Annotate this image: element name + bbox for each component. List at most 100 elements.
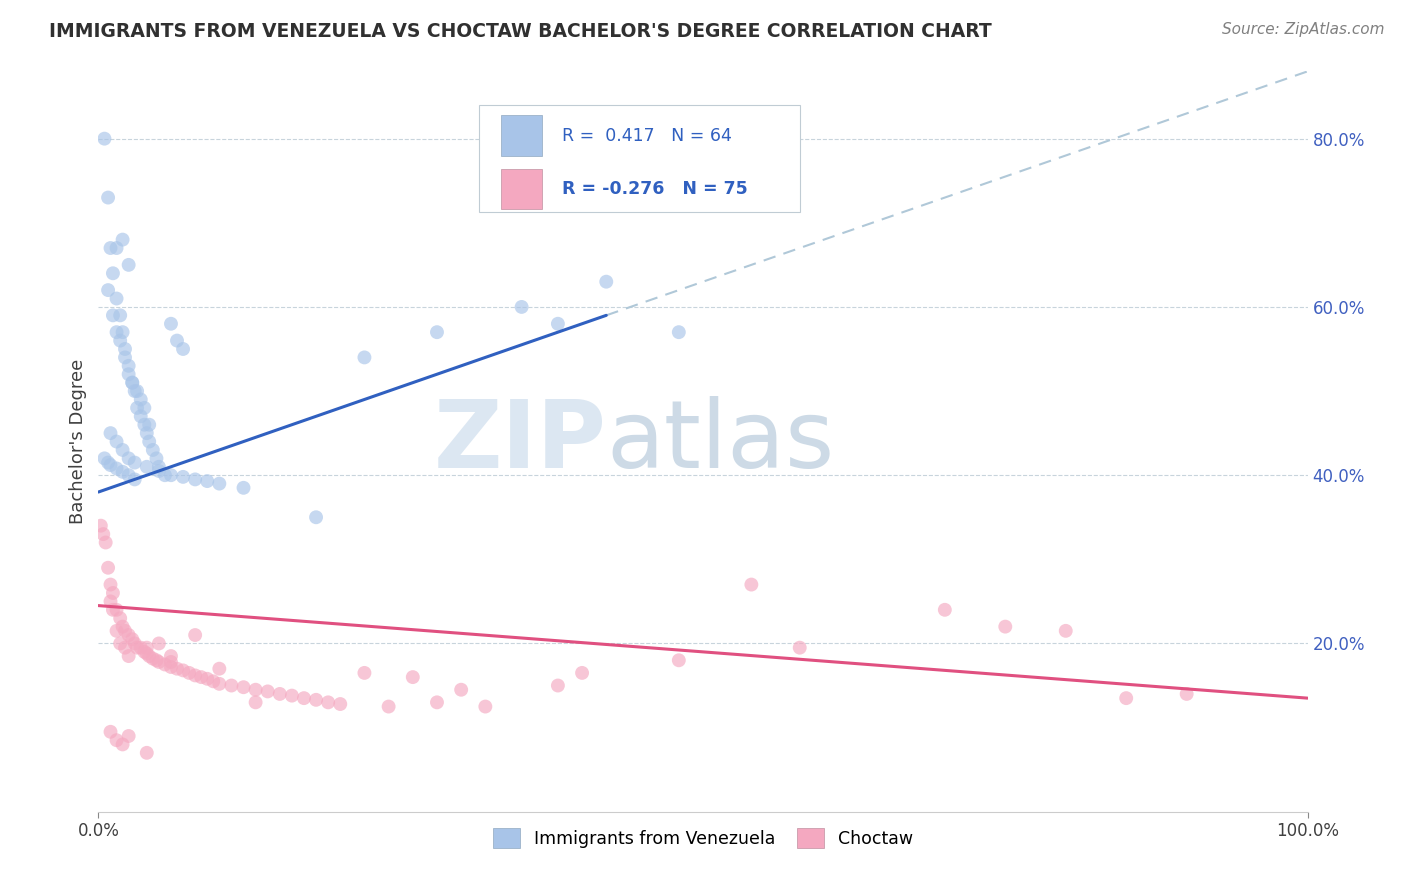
Point [100, 724, 122, 739]
Point [202, 674, 225, 689]
Point [195, 474, 218, 488]
Point [208, 476, 231, 491]
Point [547, 679, 569, 693]
Point [160, 660, 183, 674]
Point [184, 472, 207, 486]
Point [135, 746, 157, 760]
Y-axis label: Bachelor's Degree: Bachelor's Degree [69, 359, 87, 524]
Point [121, 376, 143, 390]
Point [127, 384, 149, 398]
Point [97, 456, 120, 470]
Point [329, 697, 352, 711]
Point [105, 241, 128, 255]
Point [138, 649, 160, 664]
Point [124, 384, 146, 398]
Point [208, 677, 231, 691]
Point [148, 464, 170, 478]
Point [245, 682, 267, 697]
Point [256, 684, 278, 698]
Point [377, 699, 399, 714]
Point [305, 510, 328, 524]
Point [118, 628, 141, 642]
Point [184, 668, 207, 682]
Point [105, 461, 128, 475]
Point [105, 603, 128, 617]
Point [111, 619, 134, 633]
Point [118, 258, 141, 272]
Text: R =  0.417   N = 64: R = 0.417 N = 64 [561, 127, 731, 145]
Point [100, 426, 122, 441]
Point [101, 309, 124, 323]
Point [172, 342, 194, 356]
Point [184, 628, 207, 642]
Point [547, 317, 569, 331]
Point [108, 334, 131, 348]
Point [292, 691, 315, 706]
Point [172, 470, 194, 484]
Point [105, 325, 128, 339]
Point [160, 655, 183, 669]
Point [124, 636, 146, 650]
Point [145, 451, 167, 466]
Point [135, 459, 157, 474]
Point [118, 368, 141, 382]
Point [114, 624, 136, 638]
Point [148, 459, 170, 474]
Point [121, 376, 143, 390]
Point [93, 131, 115, 145]
Point [160, 317, 183, 331]
Point [172, 664, 194, 678]
Point [111, 325, 134, 339]
Point [148, 636, 170, 650]
Point [138, 434, 160, 449]
Point [148, 655, 170, 669]
Text: atlas: atlas [606, 395, 835, 488]
Point [118, 359, 141, 373]
Point [97, 190, 120, 204]
Point [135, 426, 157, 441]
Point [114, 351, 136, 365]
Point [426, 325, 449, 339]
Point [105, 624, 128, 638]
Point [100, 577, 122, 591]
Point [232, 481, 254, 495]
Point [232, 680, 254, 694]
Point [100, 458, 122, 472]
Point [353, 665, 375, 680]
Point [93, 451, 115, 466]
Point [134, 417, 156, 432]
Point [105, 434, 128, 449]
Point [127, 401, 149, 415]
Point [269, 687, 291, 701]
Point [134, 645, 156, 659]
Point [190, 670, 212, 684]
Point [138, 417, 160, 432]
Point [134, 401, 156, 415]
Point [127, 640, 149, 655]
Point [124, 456, 146, 470]
Text: R = -0.276   N = 75: R = -0.276 N = 75 [561, 180, 747, 198]
Point [124, 472, 146, 486]
Point [281, 689, 304, 703]
Point [145, 653, 167, 667]
Point [105, 292, 128, 306]
Point [108, 611, 131, 625]
Point [100, 241, 122, 255]
Point [118, 451, 141, 466]
Point [111, 738, 134, 752]
Point [510, 300, 533, 314]
Point [101, 603, 124, 617]
Point [101, 266, 124, 280]
FancyBboxPatch shape [501, 169, 543, 210]
Point [142, 651, 165, 665]
Point [108, 636, 131, 650]
Point [160, 649, 183, 664]
Point [668, 653, 690, 667]
Point [740, 577, 762, 591]
Point [129, 640, 152, 655]
Point [90, 518, 112, 533]
Point [305, 693, 328, 707]
Point [789, 640, 811, 655]
Point [1054, 624, 1077, 638]
Point [166, 334, 188, 348]
